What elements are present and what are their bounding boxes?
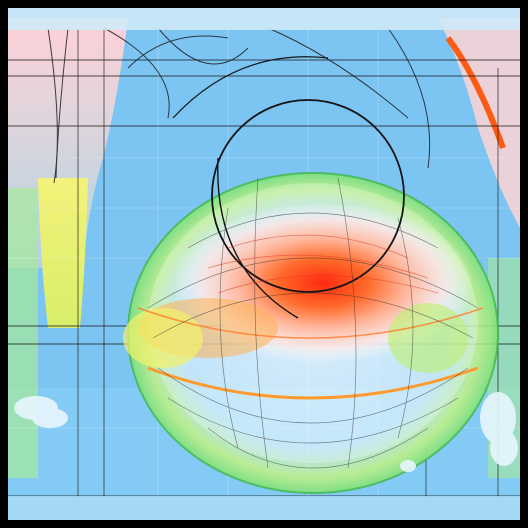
green-band	[388, 303, 468, 373]
bottom-band	[8, 496, 520, 520]
top-band	[8, 8, 520, 30]
yellow-band	[123, 308, 203, 368]
right-pink-region	[438, 18, 520, 228]
abstract-illustration	[8, 8, 520, 520]
header-text	[8, 8, 520, 23]
orange-ring	[147, 366, 479, 400]
outline-arc-left	[217, 157, 299, 319]
footer-text	[8, 506, 520, 520]
outline-circle	[211, 99, 405, 293]
left-green-column	[8, 188, 38, 478]
clouds	[14, 392, 518, 472]
orange-ring-2	[137, 307, 484, 339]
illustration-canvas	[8, 8, 520, 520]
outline-arc-top	[172, 56, 329, 119]
yellow-column	[38, 178, 88, 328]
inner-strands	[147, 177, 479, 469]
right-orange-stroke	[445, 36, 506, 150]
background-arcs	[47, 27, 431, 184]
red-strands	[207, 234, 439, 294]
